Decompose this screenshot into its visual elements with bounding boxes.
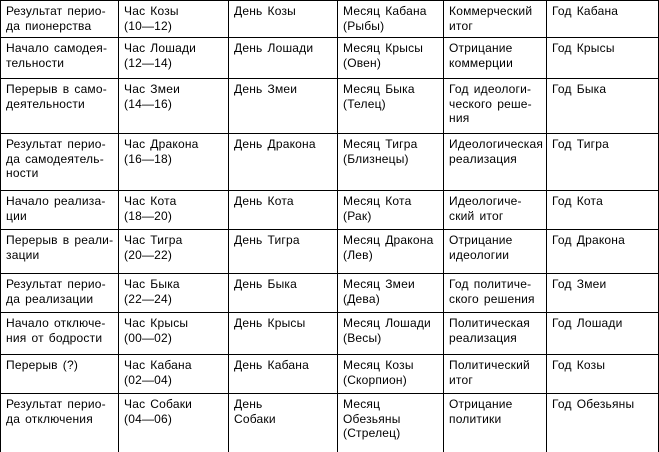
- table-cell: Час Тигра (20—22): [118, 229, 229, 274]
- table-cell: Месяц Козы (Скорпион): [337, 354, 444, 394]
- table-cell: Год Быка: [546, 78, 659, 134]
- table-cell: День Быка: [228, 273, 338, 313]
- table-cell: Год Дракона: [546, 229, 659, 274]
- table-cell: Месяц Лошади (Весы): [337, 312, 444, 355]
- table-cell: Начало реализа- ции: [0, 190, 119, 230]
- table-cell: Месяц Дракона (Лев): [337, 229, 444, 274]
- table-cell: Час Козы (10—12): [118, 0, 229, 38]
- table-cell: Год Крысы: [546, 37, 659, 79]
- table-cell: Политическая реализация: [443, 312, 547, 355]
- table-cell: День Козы: [228, 0, 338, 38]
- table-cell: Год идеологи- ческого реше- ния: [443, 78, 547, 134]
- table-row: Перерыв в реали- зации Час Тигра (20—22) Д…: [0, 229, 659, 274]
- table-cell: Месяц Змеи (Дева): [337, 273, 444, 313]
- table-row: Результат перио- да отключения Час Собаки…: [0, 393, 659, 452]
- table-cell: Год Тигра: [546, 133, 659, 191]
- table-cell: Год Кота: [546, 190, 659, 230]
- table-cell: Час Крысы (00—02): [118, 312, 229, 355]
- table-cell: Перерыв в реали- зации: [0, 229, 119, 274]
- table-cell: День Змеи: [228, 78, 338, 134]
- table-cell: День Собаки: [228, 393, 338, 452]
- table-cell: Год Лошади: [546, 312, 659, 355]
- table-row: Начало самодея- тельности Час Лошади (12—…: [0, 37, 659, 79]
- table-cell: Перерыв в само- деятельности: [0, 78, 119, 134]
- table-row: Результат перио- да пионерства Час Козы (…: [0, 0, 659, 38]
- table-cell: Месяц Быка (Телец): [337, 78, 444, 134]
- table-cell: Начало самодея- тельности: [0, 37, 119, 79]
- table-cell: Месяц Кота (Рак): [337, 190, 444, 230]
- table-cell: Час Кота (18—20): [118, 190, 229, 230]
- table-cell: Начало отключе- ния от бодрости: [0, 312, 119, 355]
- table-cell: Час Собаки (04—06): [118, 393, 229, 452]
- table-cell: Год Обезьяны: [546, 393, 659, 452]
- table-cell: День Кабана: [228, 354, 338, 394]
- table-cell: Год Козы: [546, 354, 659, 394]
- table-cell: Отрицание коммерции: [443, 37, 547, 79]
- table-cell: Год политиче- ского решения: [443, 273, 547, 313]
- table-cell: Год Змеи: [546, 273, 659, 313]
- table-cell: Месяц Крысы (Овен): [337, 37, 444, 79]
- table-cell: Результат перио- да самодеятель- ности: [0, 133, 119, 191]
- table-cell: День Тигра: [228, 229, 338, 274]
- table-cell: Результат перио- да реализации: [0, 273, 119, 313]
- table-cell: День Лошади: [228, 37, 338, 79]
- table-cell: Отрицание политики: [443, 393, 547, 452]
- table-cell: Отрицание идеологии: [443, 229, 547, 274]
- table-cell: Политический итог: [443, 354, 547, 394]
- table-row: Начало реализа- ции Час Кота (18—20) День …: [0, 190, 659, 230]
- table-cell: Результат перио- да пионерства: [0, 0, 119, 38]
- table-row: Результат перио- да самодеятель- ности Ча…: [0, 133, 659, 191]
- table-cell: Месяц Кабана (Рыбы): [337, 0, 444, 38]
- table-cell: Год Кабана: [546, 0, 659, 38]
- table-cell: Идеологическая реализация: [443, 133, 547, 191]
- table-cell: Результат перио- да отключения: [0, 393, 119, 452]
- table-cell: Час Кабана (02—04): [118, 354, 229, 394]
- table-cell: Месяц Обезьяны (Стрелец): [337, 393, 444, 452]
- table-cell: Идеологиче- ский итог: [443, 190, 547, 230]
- table-cell: Час Змеи (14—16): [118, 78, 229, 134]
- table-row: Результат перио- да реализации Час Быка (…: [0, 273, 659, 313]
- table-row: Начало отключе- ния от бодрости Час Крысы…: [0, 312, 659, 355]
- table-cell: День Крысы: [228, 312, 338, 355]
- table-cell: Час Дракона (16—18): [118, 133, 229, 191]
- table-cell: Месяц Тигра (Близнецы): [337, 133, 444, 191]
- table-cell: День Кота: [228, 190, 338, 230]
- table-cell: Коммерческий итог: [443, 0, 547, 38]
- table-cell: Час Быка (22—24): [118, 273, 229, 313]
- table-row: Перерыв в само- деятельности Час Змеи (14…: [0, 78, 659, 134]
- table-cell: Час Лошади (12—14): [118, 37, 229, 79]
- table-cell: День Дракона: [228, 133, 338, 191]
- table-row: Перерыв (?) Час Кабана (02—04) День Кабана…: [0, 354, 659, 394]
- table-cell: Перерыв (?): [0, 354, 119, 394]
